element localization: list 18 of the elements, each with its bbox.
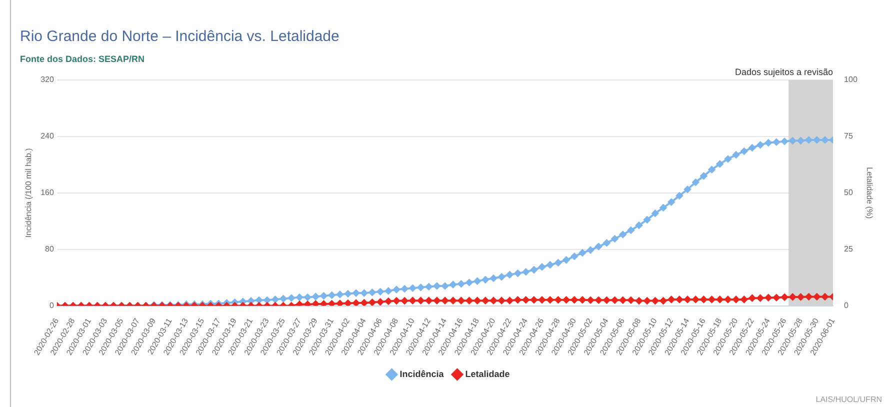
chart-title: Rio Grande do Norte – Incidência vs. Letalidade: [20, 28, 340, 45]
text: LAIS/HUOL/UFRN: [816, 395, 882, 404]
y-tick-label: 240: [40, 132, 54, 141]
y-axis-title: Incidência (/100 mil hab.): [24, 148, 34, 238]
legend-label: Incidência: [400, 368, 445, 379]
y2-tick-label: 75: [844, 132, 854, 141]
y2-axis-title: Letalidade (%): [864, 167, 874, 220]
y-tick-label: 320: [40, 75, 54, 84]
y-tick-label: 0: [49, 300, 54, 310]
band-label: Dados sujeitos a revisão: [734, 66, 834, 77]
y2-tick-label: 0: [844, 300, 850, 310]
y2-tick-label: 100: [844, 75, 858, 84]
y-tick-label: 80: [45, 244, 54, 254]
legend-label: Letalidade: [465, 368, 510, 379]
y2-tick-label: 25: [844, 244, 854, 254]
y-tick-label: 160: [40, 188, 54, 198]
y2-tick-label: 50: [844, 188, 854, 198]
chart-subtitle: Fonte dos Dados: SESAP/RN: [20, 54, 145, 64]
